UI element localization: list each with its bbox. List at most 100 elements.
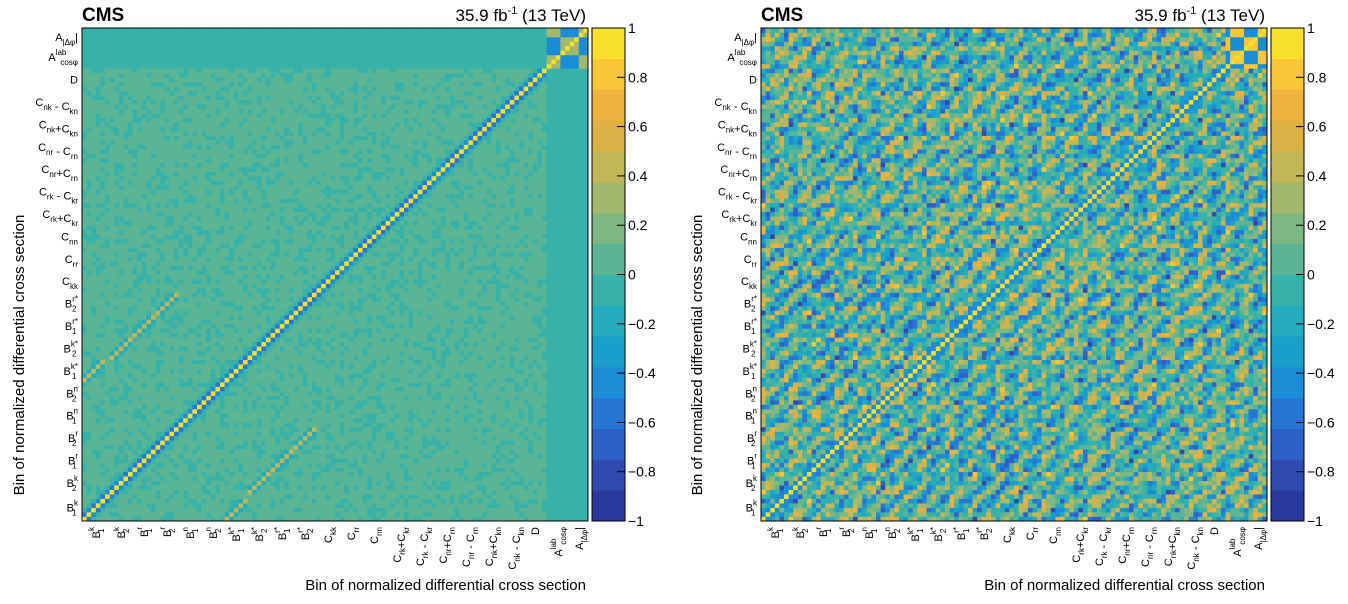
heatmap-cell [174, 490, 179, 495]
heatmap-cell [142, 167, 147, 172]
heatmap-cell [169, 198, 174, 203]
heatmap-cell [156, 355, 161, 360]
heatmap-cell [257, 145, 262, 150]
heatmap-cell [183, 485, 188, 490]
heatmap-cell [100, 476, 105, 481]
heatmap-cell [160, 297, 165, 302]
heatmap-cell [160, 391, 165, 396]
heatmap-cell [156, 185, 161, 190]
heatmap-cell [119, 109, 124, 114]
heatmap-cell [128, 136, 133, 141]
heatmap-cell [238, 490, 243, 495]
heatmap-cell [197, 369, 202, 374]
heatmap-cell [206, 422, 211, 427]
heatmap-cell [137, 463, 142, 468]
heatmap-cell [229, 50, 234, 55]
heatmap-cell [110, 122, 115, 127]
heatmap-cell [128, 28, 133, 33]
heatmap-cell [188, 50, 193, 55]
heatmap-cell [257, 364, 262, 369]
heatmap-cell [91, 136, 96, 141]
heatmap-cell [169, 86, 174, 91]
heatmap-cell [87, 503, 92, 508]
heatmap-cell [133, 270, 138, 275]
heatmap-cell [133, 225, 138, 230]
heatmap-cell [119, 149, 124, 154]
heatmap-cell [128, 270, 133, 275]
heatmap-cell [225, 131, 230, 136]
heatmap-cell [229, 449, 234, 454]
heatmap-cell [100, 440, 105, 445]
heatmap-cell [100, 324, 105, 329]
heatmap-cell [151, 485, 156, 490]
heatmap-cell [165, 68, 170, 73]
heatmap-cell [160, 167, 165, 172]
heatmap-cell [229, 225, 234, 230]
heatmap-cell [114, 490, 119, 495]
heatmap-cell [243, 346, 248, 351]
heatmap-cell [188, 283, 193, 288]
heatmap-cell [160, 418, 165, 423]
heatmap-cell [215, 306, 220, 311]
heatmap-cell [179, 306, 184, 311]
heatmap-cell [211, 82, 216, 87]
heatmap-cell [165, 127, 170, 132]
heatmap-cell [151, 104, 156, 109]
heatmap-cell [179, 82, 184, 87]
heatmap-cell [110, 476, 115, 481]
heatmap-cell [248, 77, 253, 82]
heatmap-cell [229, 91, 234, 96]
heatmap-cell [215, 283, 220, 288]
heatmap-cell [261, 503, 266, 508]
heatmap-cell [188, 266, 193, 271]
heatmap-cell [215, 104, 220, 109]
heatmap-cell [146, 95, 151, 100]
heatmap-cell [142, 364, 147, 369]
heatmap-cell [252, 306, 257, 311]
heatmap-cell [179, 162, 184, 167]
heatmap-cell [174, 418, 179, 423]
heatmap-cell [206, 512, 211, 517]
heatmap-cell [257, 257, 262, 262]
heatmap-cell [169, 279, 174, 284]
heatmap-cell [220, 212, 225, 217]
heatmap-cell [211, 472, 216, 477]
heatmap-cell [160, 463, 165, 468]
heatmap-cell [197, 252, 202, 257]
heatmap-cell [243, 342, 248, 347]
heatmap-cell [211, 127, 216, 132]
heatmap-cell [202, 512, 207, 517]
heatmap-cell [252, 225, 257, 230]
heatmap-cell [156, 458, 161, 463]
heatmap-cell [110, 324, 115, 329]
heatmap-cell [96, 243, 101, 248]
heatmap-cell [211, 198, 216, 203]
heatmap-cell [206, 360, 211, 365]
heatmap-cell [188, 382, 193, 387]
heatmap-cell [248, 404, 253, 409]
heatmap-cell [165, 364, 170, 369]
heatmap-cell [192, 37, 197, 42]
heatmap-cell [238, 454, 243, 459]
heatmap-cell [110, 82, 115, 87]
heatmap-cell [197, 499, 202, 504]
heatmap-cell [160, 243, 165, 248]
heatmap-cell [105, 95, 110, 100]
heatmap-cell [142, 476, 147, 481]
heatmap-cell [211, 315, 216, 320]
heatmap-cell [110, 37, 115, 42]
heatmap-cell [229, 413, 234, 418]
heatmap-cell [133, 337, 138, 342]
heatmap-cell [179, 28, 184, 33]
heatmap-cell [238, 153, 243, 158]
heatmap-cell [114, 180, 119, 185]
heatmap-cell [248, 113, 253, 118]
heatmap-cell [183, 37, 188, 42]
heatmap-cell [215, 32, 220, 37]
heatmap-cell [110, 230, 115, 235]
heatmap-cell [238, 503, 243, 508]
heatmap-cell [151, 413, 156, 418]
heatmap-cell [91, 378, 96, 383]
heatmap-cell [229, 418, 234, 423]
heatmap-cell [192, 153, 197, 158]
